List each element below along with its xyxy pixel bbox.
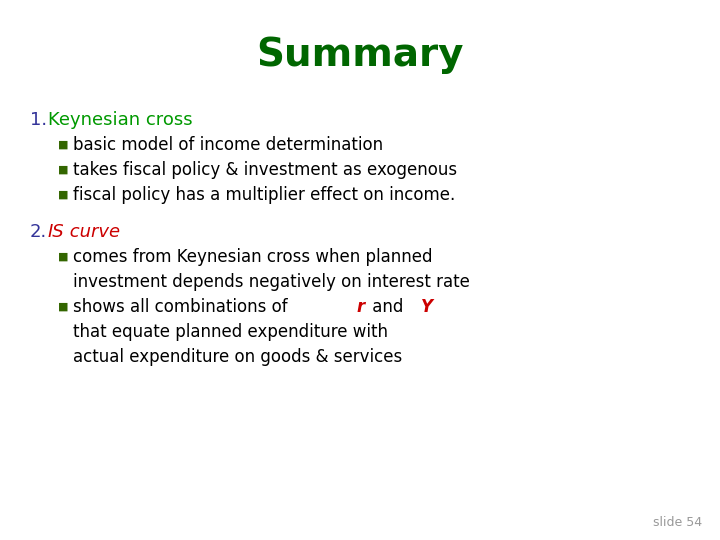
Text: r: r [356, 298, 365, 316]
Text: slide 54: slide 54 [653, 516, 702, 529]
Text: Keynesian cross: Keynesian cross [48, 111, 193, 129]
Text: Summary: Summary [256, 36, 464, 74]
Text: basic model of income determination: basic model of income determination [73, 136, 383, 154]
Text: ■: ■ [58, 302, 68, 312]
Text: and: and [367, 298, 409, 316]
Text: ■: ■ [58, 140, 68, 150]
Text: curve: curve [64, 223, 120, 241]
Text: 1.: 1. [30, 111, 47, 129]
Text: takes fiscal policy & investment as exogenous: takes fiscal policy & investment as exog… [73, 161, 457, 179]
Text: ■: ■ [58, 165, 68, 175]
Text: investment depends negatively on interest rate: investment depends negatively on interes… [73, 273, 470, 291]
Text: shows all combinations of: shows all combinations of [73, 298, 293, 316]
Text: fiscal policy has a multiplier effect on income.: fiscal policy has a multiplier effect on… [73, 186, 455, 204]
Text: IS: IS [48, 223, 65, 241]
Text: comes from Keynesian cross when planned: comes from Keynesian cross when planned [73, 248, 433, 266]
Text: that equate planned expenditure with: that equate planned expenditure with [73, 323, 388, 341]
Text: Y: Y [421, 298, 433, 316]
Text: actual expenditure on goods & services: actual expenditure on goods & services [73, 348, 402, 366]
Text: ■: ■ [58, 190, 68, 200]
Text: 2.: 2. [30, 223, 48, 241]
Text: ■: ■ [58, 252, 68, 262]
